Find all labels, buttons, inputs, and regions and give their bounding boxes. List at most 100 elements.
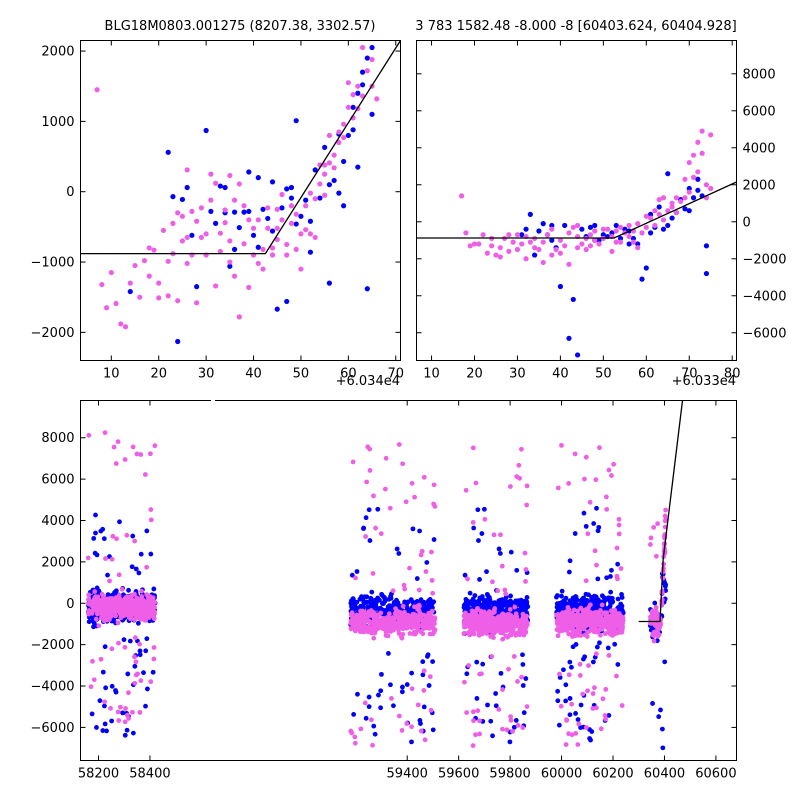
data-point-pink: [466, 618, 472, 623]
data-point-blue: [405, 599, 411, 605]
data-point-pink: [556, 623, 561, 628]
data-point-pink: [617, 629, 622, 635]
data-point-blue: [91, 536, 97, 541]
data-point-pink: [699, 128, 705, 134]
data-point-pink: [609, 248, 615, 254]
data-point-pink: [288, 220, 295, 226]
data-point-pink: [165, 258, 171, 264]
data-point-blue: [378, 688, 384, 694]
data-point-pink: [510, 239, 516, 245]
data-point-pink: [609, 613, 614, 619]
data-point-pink: [480, 232, 486, 238]
panel-bottom: 58200 58400 59400 59600 59800 60000 60200 60400…: [31, 397, 737, 782]
data-point-pink: [367, 446, 373, 452]
data-point-blue: [331, 177, 337, 184]
data-point-pink: [587, 232, 594, 238]
data-point-pink: [570, 224, 576, 230]
data-point-pink: [655, 630, 661, 636]
data-point-pink: [96, 623, 102, 629]
data-point-blue: [393, 600, 398, 606]
data-point-pink: [584, 614, 590, 620]
data-point-blue: [567, 598, 573, 604]
data-point-pink: [317, 181, 323, 187]
data-point-pink: [566, 731, 572, 737]
data-point-blue: [462, 601, 468, 607]
data-point-blue: [703, 270, 710, 277]
x-tick-label: 58200: [78, 767, 119, 782]
data-point-blue: [381, 595, 387, 600]
data-point-pink: [475, 708, 481, 714]
y-tick-label: 2000: [743, 178, 776, 193]
data-point-pink: [402, 609, 407, 615]
data-point-pink: [418, 728, 424, 734]
data-point-pink: [513, 632, 519, 638]
data-point-blue: [477, 577, 482, 582]
data-point-pink: [652, 222, 658, 229]
data-point-pink: [122, 644, 128, 650]
data-point-pink: [322, 192, 328, 198]
data-point-pink: [367, 467, 373, 473]
data-point-pink: [138, 678, 144, 684]
data-point-pink: [213, 180, 219, 186]
data-point-pink: [376, 612, 382, 618]
data-point-pink: [426, 615, 432, 620]
data-point-pink: [616, 615, 622, 621]
data-point-blue: [563, 698, 569, 704]
data-point-pink: [101, 609, 107, 615]
data-point-pink: [397, 609, 403, 615]
data-point-pink: [132, 654, 137, 660]
data-point-pink: [617, 224, 624, 230]
data-point-blue: [695, 176, 701, 182]
data-point-pink: [557, 619, 562, 624]
data-point-pink: [103, 556, 108, 561]
data-point-pink: [532, 245, 538, 251]
data-point-blue: [549, 222, 555, 229]
data-point-blue: [619, 595, 625, 600]
data-point-pink: [383, 632, 389, 638]
data-point-blue: [130, 730, 136, 736]
data-point-pink: [690, 152, 697, 158]
data-point-blue: [279, 205, 285, 211]
data-point-blue: [255, 175, 261, 181]
data-point-pink: [465, 576, 470, 582]
data-point-pink: [598, 607, 603, 613]
data-point-pink: [489, 243, 495, 249]
data-point-pink: [88, 684, 94, 690]
data-point-pink: [597, 632, 603, 638]
data-point-pink: [137, 602, 143, 608]
data-point-pink: [590, 619, 596, 625]
data-point-pink: [127, 616, 133, 622]
data-point-pink: [148, 507, 154, 512]
data-point-pink: [507, 607, 513, 612]
data-point-pink: [616, 522, 622, 528]
data-point-pink: [584, 618, 590, 624]
data-point-pink: [566, 607, 572, 613]
data-point-pink: [175, 210, 181, 216]
data-point-pink: [352, 734, 358, 740]
data-point-pink: [511, 654, 517, 659]
data-point-pink: [298, 266, 304, 272]
data-point-pink: [217, 230, 223, 236]
axes-frame-top-right: [416, 40, 737, 361]
data-point-pink: [341, 121, 347, 127]
data-point-pink: [400, 631, 406, 637]
data-point-blue: [366, 694, 372, 700]
data-point-pink: [661, 561, 667, 567]
data-point-pink: [506, 248, 512, 254]
data-point-pink: [493, 252, 499, 258]
data-point-pink: [574, 245, 581, 251]
data-point-blue: [573, 711, 578, 716]
data-point-blue: [312, 167, 318, 173]
data-point-pink: [618, 566, 624, 571]
y-tick-label: 0: [743, 215, 751, 230]
data-point-pink: [350, 92, 356, 98]
data-point-pink: [615, 619, 621, 625]
data-point-pink: [407, 565, 412, 571]
y-tick-label: −2000: [743, 252, 787, 267]
data-point-pink: [583, 725, 589, 730]
data-point-pink: [138, 614, 144, 620]
data-point-pink: [410, 611, 416, 617]
data-point-pink: [558, 703, 564, 709]
data-point-pink: [358, 726, 364, 732]
data-point-blue: [556, 602, 562, 608]
